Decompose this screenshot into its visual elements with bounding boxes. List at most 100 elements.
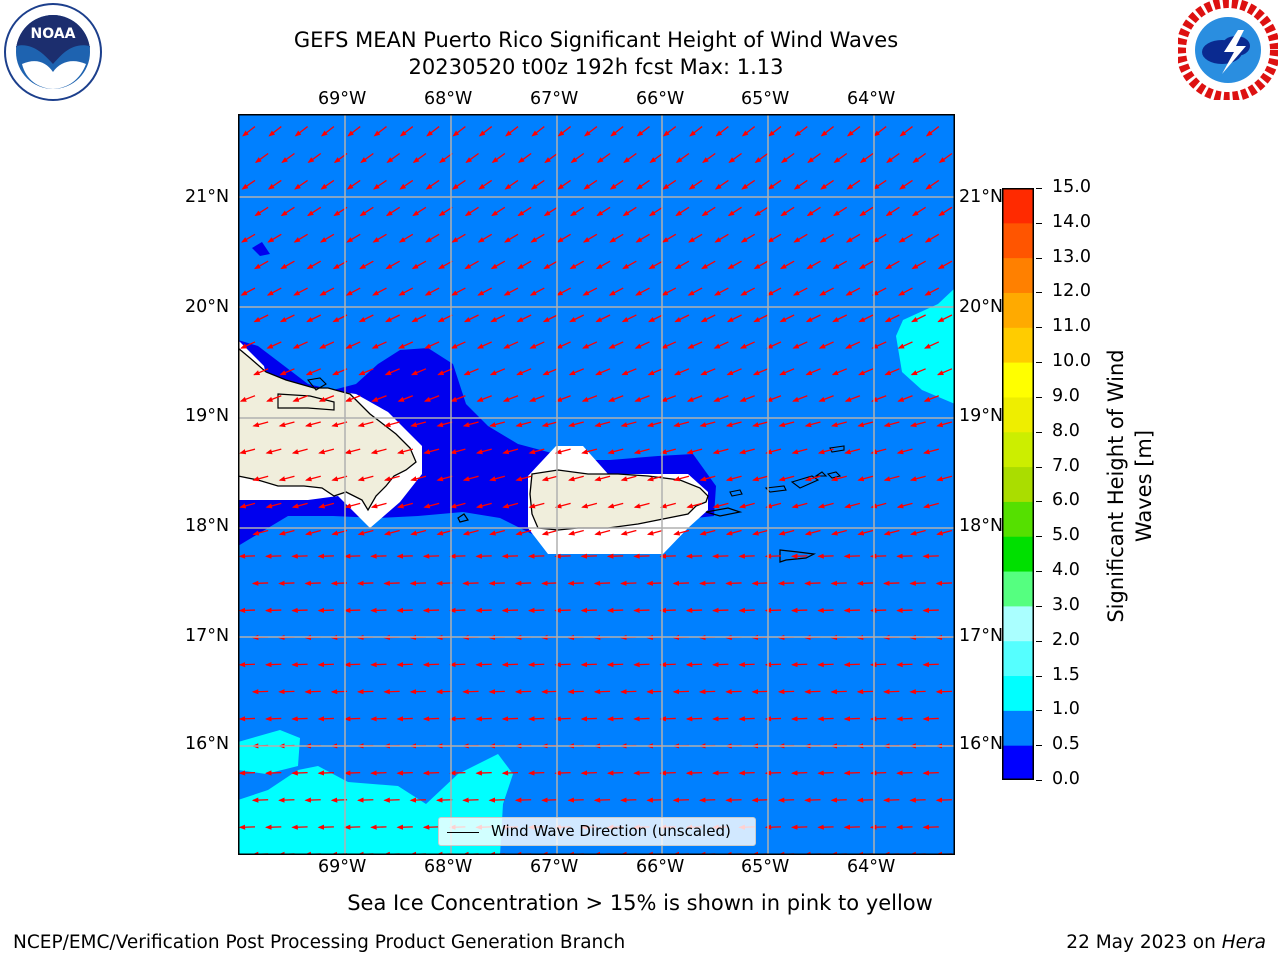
wind-wave-arrow <box>725 421 742 428</box>
wind-wave-arrow <box>528 607 545 614</box>
wind-wave-arrow <box>752 368 769 376</box>
colorbar-tick-mark <box>1036 640 1042 642</box>
wind-wave-arrow <box>489 475 506 482</box>
wind-wave-arrow <box>857 529 874 536</box>
wind-wave-arrow <box>426 126 440 137</box>
wind-wave-arrow <box>385 260 400 270</box>
legend-label: Wind Wave Direction (unscaled) <box>491 822 731 840</box>
wind-wave-arrow <box>514 580 532 586</box>
wind-wave-arrow <box>636 126 650 137</box>
lat-label-right-19n: 19°N <box>959 406 1004 426</box>
colorbar <box>1002 188 1034 781</box>
wind-wave-arrow <box>818 395 834 402</box>
wind-wave-arrow <box>909 580 926 586</box>
wind-wave-arrow <box>345 287 361 296</box>
colorbar-tick-mark <box>1036 710 1042 712</box>
wind-wave-arrow <box>317 607 334 614</box>
footer-machine: Hera <box>1221 932 1266 953</box>
wind-wave-arrow <box>292 341 308 349</box>
wind-wave-arrow <box>911 314 926 323</box>
wind-wave-arrow <box>780 152 795 164</box>
wind-wave-arrow <box>371 341 387 349</box>
wind-wave-arrow <box>702 152 716 164</box>
wind-wave-arrow <box>568 475 584 482</box>
footer-branch: NCEP/EMC/Verification Post Processing Pr… <box>13 932 626 953</box>
wind-wave-arrow <box>659 662 676 668</box>
wind-wave-arrow <box>580 553 597 559</box>
wind-wave-arrow <box>856 797 874 803</box>
colorbar-tick-label: 13.0 <box>1052 246 1091 267</box>
wind-wave-arrow <box>844 448 861 455</box>
lat-label-left-17n: 17°N <box>185 626 230 646</box>
wind-wave-arrow <box>804 580 821 586</box>
wind-wave-arrow <box>673 529 690 536</box>
land-virgin-islands-3 <box>814 471 828 477</box>
wind-wave-arrow <box>581 448 598 455</box>
lat-label-right-20n: 20°N <box>959 297 1004 317</box>
wind-wave-arrow <box>793 233 808 243</box>
wind-wave-arrow <box>528 502 545 509</box>
colorbar-tick-label: 1.0 <box>1052 699 1080 720</box>
wind-wave-arrow <box>425 179 440 190</box>
wind-wave-arrow <box>345 395 361 402</box>
wind-wave-arrow <box>449 553 466 559</box>
colorbar-tick-label: 0.5 <box>1052 734 1080 755</box>
wind-wave-arrow <box>909 797 926 803</box>
wind-wave-arrow <box>738 502 755 509</box>
wind-wave-arrow <box>741 179 756 190</box>
colorbar-tick-label: 2.0 <box>1052 629 1080 650</box>
wind-wave-arrow <box>251 797 269 803</box>
land-culebra <box>729 489 743 497</box>
wind-wave-arrow <box>647 368 663 376</box>
wind-wave-arrow <box>581 395 598 402</box>
wind-wave-arrow <box>830 580 847 586</box>
wind-wave-arrow <box>606 716 624 722</box>
colorbar-label: Significant Height of Wind Waves [m] <box>1104 349 1156 623</box>
sea-ice-note: Sea Ice Concentration > 15% is shown in … <box>347 891 933 915</box>
wind-wave-arrow <box>399 179 414 190</box>
wind-wave-arrow <box>543 206 558 217</box>
colorbar-tick-mark <box>1036 222 1042 224</box>
wind-wave-arrow <box>777 580 795 586</box>
wind-wave-arrow <box>621 314 637 323</box>
colorbar-band <box>1002 675 1034 711</box>
wind-wave-arrow <box>817 662 834 668</box>
wind-wave-arrow <box>817 716 834 722</box>
lat-label-left-16n: 16°N <box>185 734 230 754</box>
wind-wave-arrow <box>845 341 861 349</box>
wind-wave-arrow <box>530 179 545 190</box>
wind-wave-arrow <box>620 580 637 586</box>
wind-wave-arrow <box>410 421 427 428</box>
wind-wave-arrow <box>792 395 808 402</box>
wind-wave-arrow <box>488 797 505 803</box>
wind-wave-arrow <box>477 287 493 296</box>
wind-wave-arrow <box>765 395 782 402</box>
wind-wave-arrow <box>872 179 887 190</box>
map-legend: Wind Wave Direction (unscaled) <box>438 817 756 846</box>
wind-wave-arrow <box>884 314 900 323</box>
wind-wave-arrow <box>817 770 834 776</box>
wind-wave-arrow <box>531 126 545 137</box>
wind-wave-arrow <box>738 553 755 559</box>
wind-wave-arrow <box>922 662 939 668</box>
wind-wave-arrow <box>383 421 400 428</box>
wind-wave-arrow <box>317 553 334 559</box>
wind-wave-arrow <box>675 206 690 217</box>
wind-wave-arrow <box>291 502 308 509</box>
wind-wave-arrow <box>436 529 453 536</box>
wind-wave-arrow <box>476 341 492 349</box>
colorbar-tick-mark <box>1036 780 1042 781</box>
wind-wave-arrow <box>490 314 506 323</box>
wind-wave-arrow <box>833 206 848 217</box>
wind-wave-arrow <box>806 260 821 270</box>
wind-wave-arrow <box>397 502 413 509</box>
wind-wave-arrow <box>636 179 650 190</box>
wind-wave-arrow <box>804 475 821 482</box>
wind-wave-arrow <box>728 152 742 164</box>
wind-wave-direction-arrows <box>238 126 953 855</box>
wind-wave-arrow <box>899 179 913 190</box>
wind-wave-arrow <box>633 716 650 722</box>
wind-wave-arrow <box>477 233 493 243</box>
wind-wave-arrow <box>752 475 769 482</box>
colorbar-band <box>1002 571 1034 607</box>
